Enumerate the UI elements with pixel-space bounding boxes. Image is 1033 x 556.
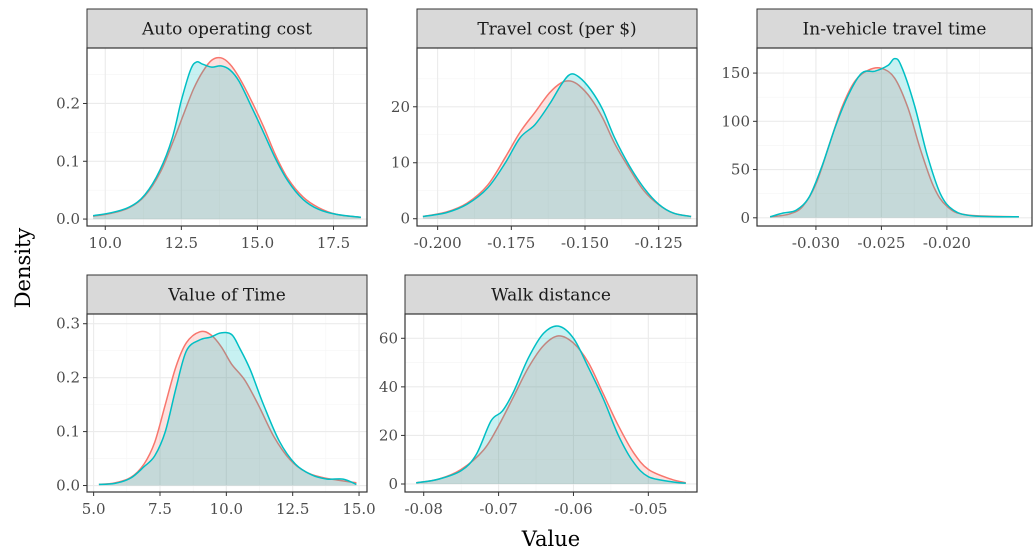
plot-area [757, 48, 1032, 226]
facet-strip [86, 8, 368, 49]
facet-title: Walk distance [491, 286, 611, 306]
y-tick-label: 50 [731, 161, 750, 179]
y-tick-label: 0.2 [56, 369, 80, 387]
x-axis-title: Value [521, 527, 580, 551]
x-tick-label: 15.0 [342, 500, 375, 518]
x-tick-label: 10.0 [210, 500, 243, 518]
y-tick-label: 100 [721, 112, 750, 130]
x-tick-label: 7.5 [148, 500, 172, 518]
plot-area [417, 48, 697, 226]
x-tick-label: -0.08 [404, 500, 442, 518]
density-area-red [770, 67, 1019, 218]
density-curve-teal [416, 325, 686, 485]
y-tick-label: 0.2 [56, 94, 80, 112]
facet-title: Travel cost (per $) [477, 20, 636, 40]
y-tick-label: 0 [400, 210, 410, 228]
y-tick-label: 150 [721, 64, 750, 82]
facet-title: Auto operating cost [141, 20, 312, 40]
x-tick-label: 17.5 [317, 234, 350, 252]
y-tick-label: 20 [379, 426, 398, 444]
x-tick-label: -0.05 [629, 500, 667, 518]
y-tick-label: 0.1 [56, 152, 80, 170]
y-tick-label: 0.0 [56, 477, 80, 495]
plot-area [405, 314, 697, 492]
density-area-teal [422, 73, 692, 219]
density-area-teal [93, 61, 361, 220]
panel-background [87, 48, 367, 226]
density-curve-red [92, 56, 361, 219]
x-tick-label: 15.0 [241, 234, 274, 252]
density-curve-red [422, 80, 692, 218]
facet-panel: Travel cost (per $) -0.200 -0.175 -0.150 -0.… [391, 8, 698, 252]
y-tick-label: 0 [388, 475, 398, 493]
x-tick-label: 12.5 [276, 500, 309, 518]
facet-strip [86, 274, 368, 315]
density-curve-teal [769, 57, 1019, 218]
facet-title: In-vehicle travel time [803, 20, 987, 40]
y-tick-label: 20 [391, 98, 410, 116]
density-curve-teal [422, 73, 692, 218]
y-tick-label: 0.1 [56, 423, 80, 441]
facet-panel: Auto operating cost 10.0 12.5 15.0 17.5 0.0 0.… [56, 8, 368, 252]
y-tick-label: 0.3 [56, 315, 80, 333]
x-tick-label: -0.06 [554, 500, 592, 518]
y-tick-label: 60 [379, 329, 398, 347]
facet-panel: In-vehicle travel time -0.030 -0.025 -0.020… [721, 8, 1033, 252]
plot-area [87, 48, 367, 226]
density-curve-red [416, 335, 686, 484]
x-tick-label: -0.125 [635, 234, 683, 252]
y-tick-label: 0 [740, 209, 750, 227]
facet-title: Value of Time [167, 286, 286, 306]
panel-border [416, 47, 698, 227]
x-tick-label: 10.0 [89, 234, 122, 252]
panel-border [86, 47, 368, 227]
density-area-red [416, 335, 686, 484]
panel-border [404, 313, 698, 493]
density-area-teal [770, 58, 1019, 218]
panel-border [756, 47, 1033, 227]
density-curve-teal [98, 331, 357, 486]
facet-panel: Value of Time 5.0 7.5 10.0 12.5 15.0 0.0 0.1 0.2… [56, 274, 376, 518]
x-tick-label: -0.200 [414, 234, 462, 252]
x-tick-label: -0.150 [561, 234, 609, 252]
density-area-red [98, 331, 357, 486]
panel-border [86, 313, 368, 493]
facet-strip [756, 8, 1033, 49]
y-tick-label: 0.0 [56, 210, 80, 228]
y-tick-label: 10 [391, 154, 410, 172]
facet-panel: Walk distance -0.08 -0.07 -0.06 -0.05 0 20 40 60 [379, 274, 698, 518]
plot-area [87, 314, 367, 492]
x-tick-label: 12.5 [165, 234, 198, 252]
x-tick-label: -0.025 [857, 234, 905, 252]
y-axis-title: Density [11, 228, 35, 309]
panel-background [87, 314, 367, 492]
density-area-teal [98, 332, 357, 486]
density-curve-teal [92, 60, 361, 219]
y-tick-label: 40 [379, 378, 398, 396]
x-tick-label: -0.020 [923, 234, 971, 252]
x-tick-label: -0.030 [792, 234, 840, 252]
x-tick-label: -0.07 [479, 500, 517, 518]
x-tick-label: -0.175 [487, 234, 535, 252]
density-area-red [93, 57, 361, 220]
density-area-teal [416, 325, 686, 484]
facet-strip [416, 8, 698, 49]
x-tick-label: 5.0 [82, 500, 106, 518]
